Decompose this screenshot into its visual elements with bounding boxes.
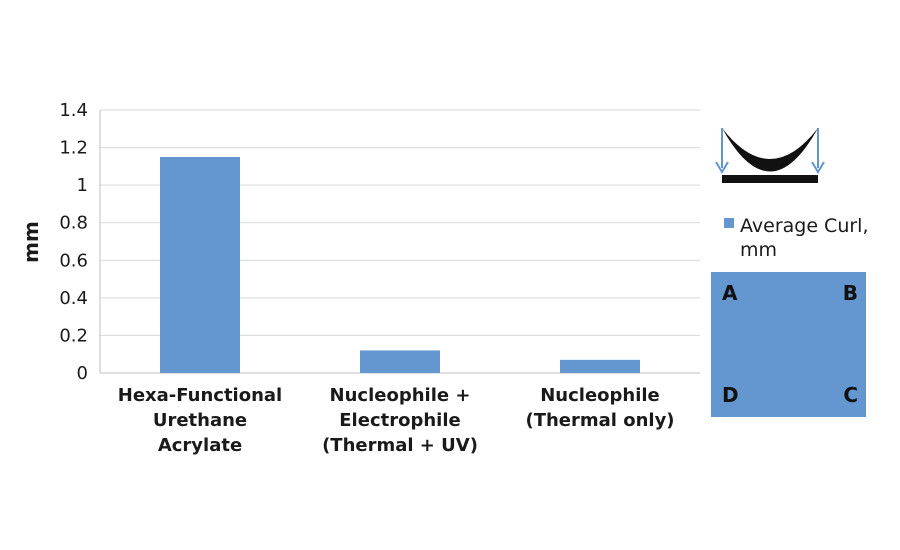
legend: Average Curl, mm bbox=[724, 215, 875, 261]
x-category-label: Hexa-Functional Urethane Acrylate bbox=[118, 385, 282, 456]
corner-label-a: A bbox=[722, 281, 738, 305]
bar bbox=[360, 350, 440, 373]
bar bbox=[160, 156, 240, 373]
y-tick-label: 1.2 bbox=[59, 138, 88, 159]
x-category-label: Nucleophile (Thermal only) bbox=[525, 385, 674, 431]
y-tick-label: 0 bbox=[77, 363, 88, 384]
corner-label-c: C bbox=[843, 383, 858, 407]
bar bbox=[560, 359, 640, 373]
legend-swatch bbox=[724, 218, 734, 228]
y-tick-label: 1 bbox=[77, 175, 88, 196]
sample-square-diagram: A B D C bbox=[711, 272, 866, 417]
legend-label: Average Curl, mm bbox=[740, 215, 875, 261]
corner-label-d: D bbox=[722, 383, 739, 407]
corner-label-b: B bbox=[843, 281, 858, 305]
y-tick-labels: 0 0.2 0.4 0.6 0.8 1 1.2 1.4 bbox=[59, 100, 88, 384]
y-tick-label: 0.2 bbox=[59, 325, 88, 346]
y-tick-label: 0.6 bbox=[59, 250, 88, 271]
x-category-label: Nucleophile + Electrophile (Thermal + UV) bbox=[322, 385, 478, 456]
x-category-labels: Hexa-Functional Urethane Acrylate Nucleophi… bbox=[118, 385, 675, 456]
y-axis-title: mm bbox=[19, 221, 43, 263]
bars bbox=[160, 156, 640, 373]
y-tick-label: 1.4 bbox=[59, 100, 88, 121]
y-tick-label: 0.4 bbox=[59, 288, 88, 309]
sample-square bbox=[711, 272, 866, 417]
y-tick-label: 0.8 bbox=[59, 213, 88, 234]
curl-illustration-icon bbox=[715, 128, 825, 183]
